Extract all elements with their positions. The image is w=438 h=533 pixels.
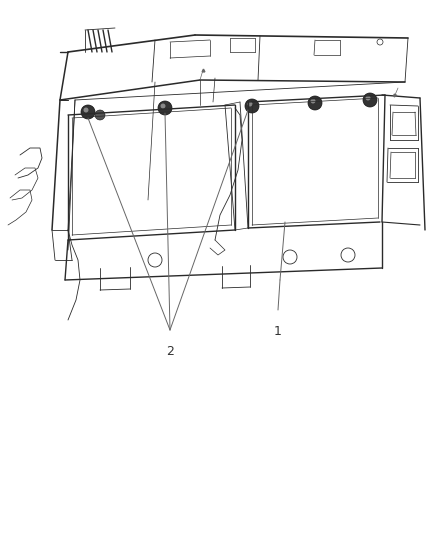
Circle shape <box>84 108 88 112</box>
Circle shape <box>158 101 172 115</box>
Circle shape <box>81 105 95 119</box>
Circle shape <box>247 101 252 107</box>
Circle shape <box>245 99 259 113</box>
Circle shape <box>308 96 322 110</box>
Text: 1: 1 <box>274 325 282 338</box>
Text: 2: 2 <box>166 345 174 358</box>
Circle shape <box>363 93 377 107</box>
Circle shape <box>160 103 166 109</box>
Circle shape <box>311 99 315 103</box>
Circle shape <box>95 110 105 120</box>
Circle shape <box>365 95 371 101</box>
